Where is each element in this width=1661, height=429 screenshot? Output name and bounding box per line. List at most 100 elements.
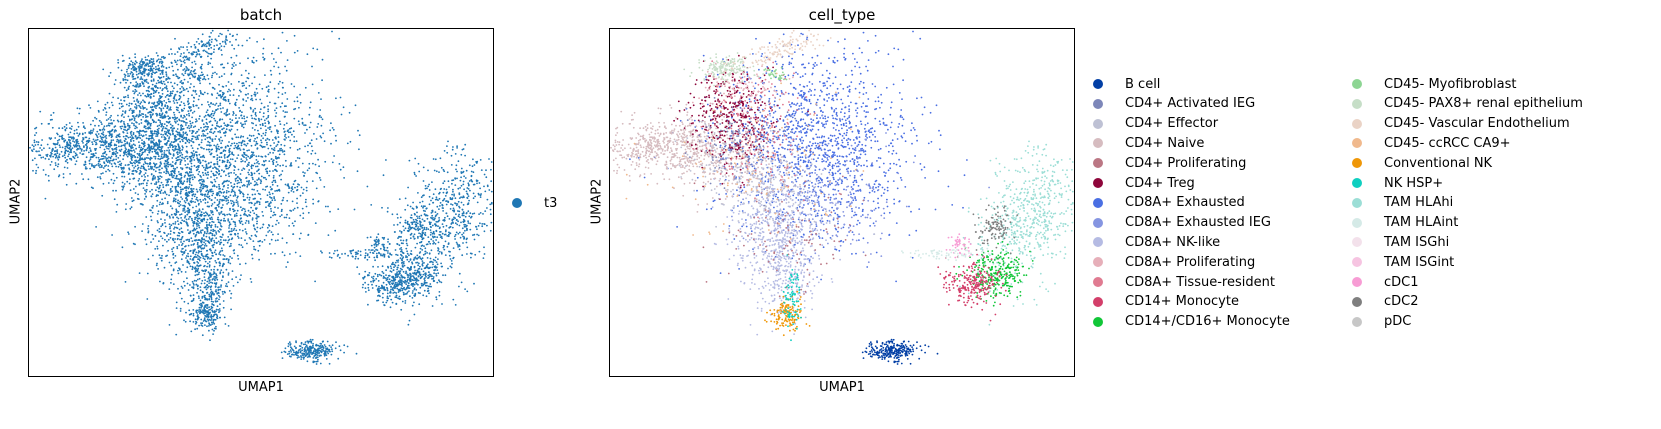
scatter-point	[121, 125, 123, 128]
scatter-point	[84, 167, 87, 170]
scatter-point	[318, 116, 321, 118]
scatter-point	[205, 148, 208, 151]
scatter-point	[155, 82, 158, 85]
scatter-point	[249, 278, 252, 280]
scatter-point	[187, 97, 190, 100]
scatter-point	[173, 127, 175, 130]
scatter-point	[151, 206, 154, 209]
scatter-point	[177, 171, 180, 173]
scatter-point	[127, 73, 129, 75]
scatter-point	[205, 235, 208, 238]
scatter-point	[97, 109, 100, 112]
scatter-point	[124, 110, 127, 112]
scatter-point	[129, 63, 132, 66]
scatter-point	[243, 153, 246, 156]
scatter-point	[63, 125, 66, 128]
scatter-point	[211, 190, 214, 193]
scatter-point	[165, 144, 168, 146]
scatter-point	[137, 115, 140, 118]
scatter-point	[202, 257, 205, 260]
scatter-point	[208, 325, 210, 327]
scatter-point	[210, 113, 213, 116]
scatter-point	[109, 144, 112, 147]
scatter-point	[150, 182, 153, 185]
scatter-point	[287, 183, 289, 186]
batch-scatter-svg	[29, 29, 493, 365]
scatter-point	[221, 183, 224, 185]
scatter-point	[167, 233, 170, 235]
scatter-point	[252, 56, 255, 59]
scatter-point	[317, 92, 320, 94]
scatter-point	[200, 135, 203, 137]
scatter-point	[98, 164, 100, 167]
scatter-point	[190, 217, 193, 220]
scatter-point	[198, 309, 201, 311]
scatter-point	[213, 130, 216, 133]
scatter-point	[171, 176, 174, 179]
scatter-point	[84, 132, 87, 134]
scatter-point	[217, 286, 220, 289]
scatter-point	[240, 141, 243, 144]
scatter-point	[255, 124, 257, 127]
scatter-point	[191, 286, 194, 289]
scatter-point	[69, 145, 72, 148]
scatter-point	[206, 318, 209, 321]
scatter-point	[253, 117, 256, 120]
scatter-point	[322, 132, 324, 135]
scatter-point	[195, 166, 198, 169]
scatter-point	[158, 124, 161, 127]
scatter-point	[53, 153, 56, 156]
scatter-point	[100, 166, 103, 169]
scatter-point	[148, 137, 151, 140]
scatter-point	[241, 169, 243, 172]
scatter-point	[93, 154, 96, 157]
scatter-point	[237, 237, 240, 239]
scatter-point	[68, 153, 70, 156]
scatter-point	[233, 172, 236, 174]
scatter-point	[225, 38, 227, 40]
scatter-point	[302, 171, 304, 174]
scatter-point	[171, 250, 174, 253]
scatter-point	[46, 143, 49, 146]
scatter-point	[272, 170, 274, 172]
scatter-point	[157, 54, 159, 57]
scatter-point	[180, 285, 183, 288]
scatter-point	[64, 147, 66, 150]
scatter-point	[275, 223, 277, 226]
scatter-point	[221, 159, 224, 162]
scatter-point	[197, 161, 200, 163]
scatter-point	[183, 176, 186, 178]
scatter-point	[198, 232, 200, 235]
scatter-point	[137, 84, 139, 86]
scatter-point	[204, 50, 207, 53]
scatter-point	[181, 242, 184, 245]
scatter-point	[136, 114, 138, 116]
scatter-point	[184, 174, 187, 177]
scatter-point	[232, 220, 235, 223]
scatter-point	[488, 189, 491, 191]
scatter-point	[144, 158, 146, 161]
scatter-point	[206, 286, 209, 289]
scatter-point	[208, 329, 210, 332]
scatter-point	[209, 188, 212, 191]
scatter-point	[166, 201, 169, 203]
scatter-point	[227, 81, 230, 83]
scatter-point	[152, 121, 155, 124]
scatter-point	[196, 285, 199, 288]
scatter-point	[72, 140, 74, 142]
scatter-point	[181, 198, 184, 200]
scatter-point	[234, 180, 237, 182]
scatter-point	[202, 309, 204, 312]
scatter-point	[208, 197, 211, 200]
scatter-point	[284, 159, 287, 162]
scatter-point	[150, 122, 152, 125]
scatter-point	[180, 135, 183, 138]
scatter-point	[235, 117, 237, 120]
scatter-point	[54, 137, 57, 139]
scatter-point	[267, 88, 270, 91]
scatter-point	[204, 160, 207, 163]
scatter-point	[185, 124, 187, 126]
scatter-point	[260, 155, 263, 158]
scatter-point	[299, 93, 301, 96]
scatter-point	[242, 195, 245, 198]
